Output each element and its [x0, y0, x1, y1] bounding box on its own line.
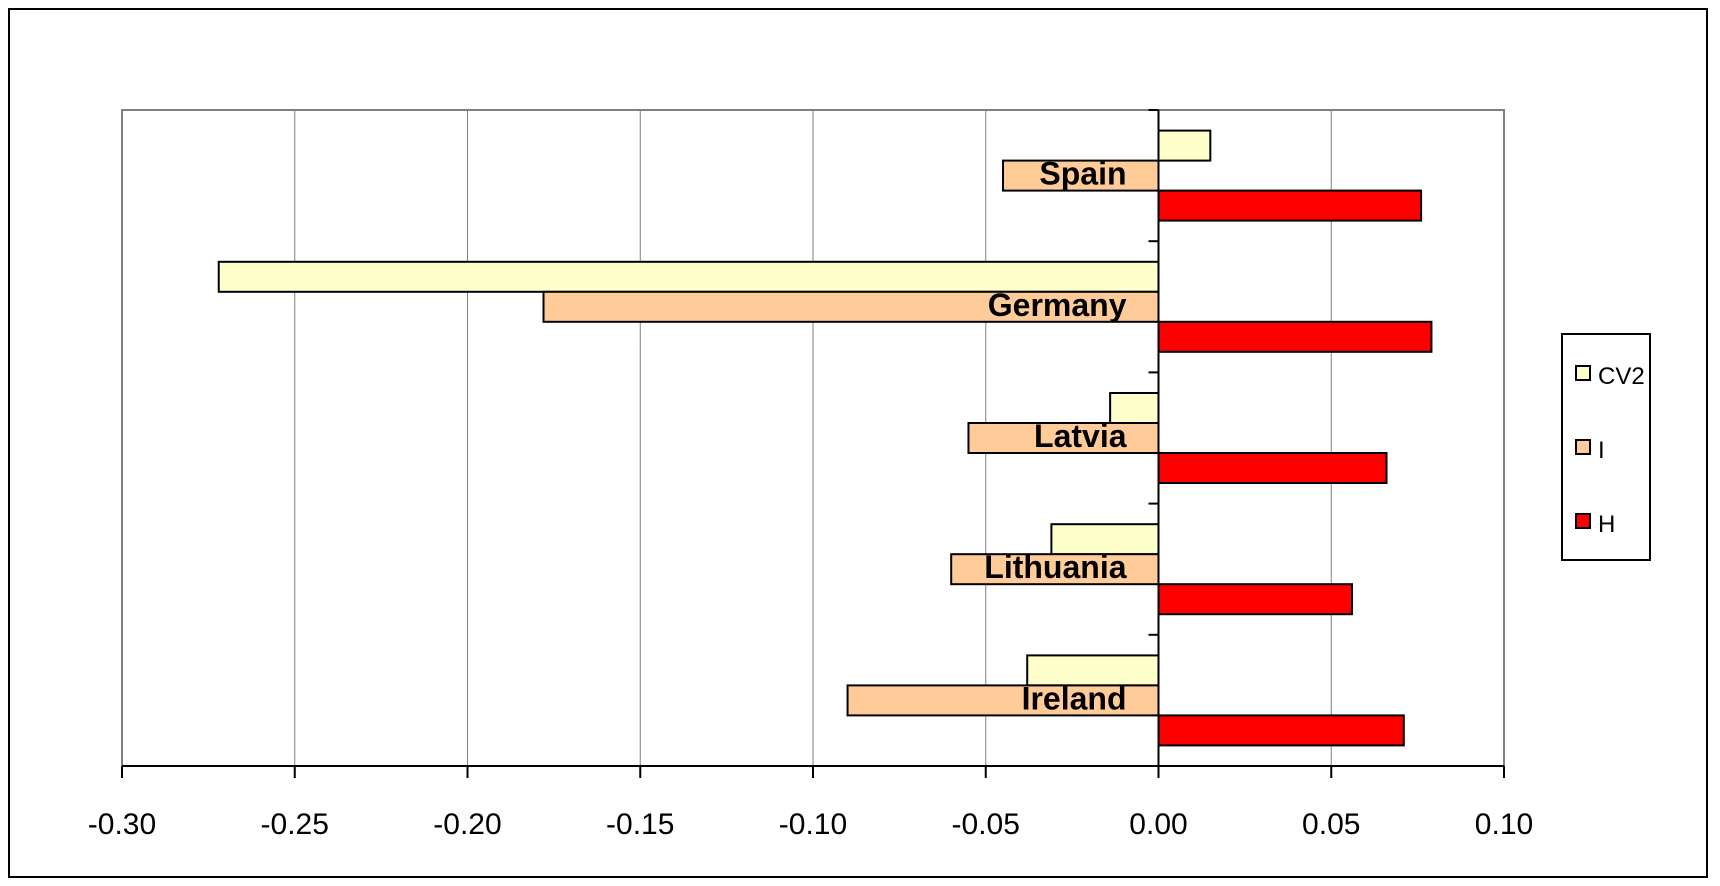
bar-i-germany	[542, 290, 1160, 323]
x-tick-label: -0.20	[433, 808, 501, 841]
bar-h-ireland	[1157, 714, 1405, 747]
x-tick-label: 0.00	[1129, 808, 1187, 841]
legend-label-cv2: CV2	[1598, 363, 1645, 390]
bar-h-spain	[1157, 189, 1423, 222]
legend-label-i: I	[1598, 437, 1605, 464]
x-tick-label: -0.30	[88, 808, 156, 841]
category-label-ireland: Ireland	[1022, 680, 1127, 716]
x-tick-label: -0.05	[952, 808, 1020, 841]
axes: -0.30 -0.25 -0.20 -0.15 -0.10 -0.05 0.00 0.05 0.…	[88, 109, 1533, 841]
x-tick-label: -0.10	[779, 808, 847, 841]
category-labels: Spain Germany Latvia Lithuania Ireland	[984, 156, 1126, 717]
category-label-germany: Germany	[988, 287, 1127, 323]
x-tick-label: -0.25	[261, 808, 329, 841]
legend-label-h: H	[1598, 511, 1615, 538]
category-label-latvia: Latvia	[1034, 418, 1127, 454]
x-tick-label: -0.15	[606, 808, 674, 841]
bar-i-spain	[1002, 159, 1160, 192]
bar-i-ireland	[846, 684, 1160, 717]
legend: CV2 I H	[1561, 333, 1651, 561]
category-label-lithuania: Lithuania	[984, 549, 1126, 585]
bars	[217, 129, 1433, 747]
bar-cv2-spain	[1157, 129, 1212, 162]
bar-h-germany	[1157, 320, 1433, 353]
bar-cv2-ireland	[1026, 654, 1160, 687]
bar-cv2-lithuania	[1050, 523, 1160, 556]
legend-swatch-h	[1575, 513, 1591, 529]
chart-frame	[8, 8, 1708, 878]
bar-h-lithuania	[1157, 583, 1353, 616]
bar-h-latvia	[1157, 452, 1388, 484]
legend-swatch-i	[1575, 439, 1591, 455]
x-tick-label: 0.10	[1475, 808, 1533, 841]
legend-swatch-cv2	[1575, 365, 1591, 381]
category-label-spain: Spain	[1039, 156, 1126, 192]
x-tick-label: 0.05	[1302, 808, 1360, 841]
